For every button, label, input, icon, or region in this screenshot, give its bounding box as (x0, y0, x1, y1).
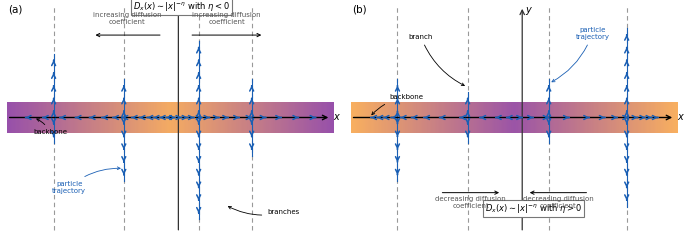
Text: $y$: $y$ (182, 5, 190, 17)
Text: increasing diffusion
coefficient: increasing diffusion coefficient (92, 12, 161, 25)
Text: branch: branch (409, 34, 464, 86)
Text: decreasing diffusion
coefficient: decreasing diffusion coefficient (436, 196, 506, 209)
Text: $x$: $x$ (333, 113, 341, 122)
Text: increasing diffusion
coefficient: increasing diffusion coefficient (192, 12, 261, 25)
Text: particle
trajectory: particle trajectory (52, 167, 120, 194)
Text: backbone: backbone (34, 119, 67, 135)
Text: $y$: $y$ (525, 5, 534, 17)
Text: particle
trajectory: particle trajectory (552, 27, 610, 82)
Text: $D_x(x) \sim |x|^{-\eta}$ with $\eta < 0$: $D_x(x) \sim |x|^{-\eta}$ with $\eta < 0… (133, 0, 230, 13)
Text: (b): (b) (352, 5, 367, 15)
Text: decreasing diffusion
coefficient: decreasing diffusion coefficient (523, 196, 593, 209)
Text: (a): (a) (8, 5, 23, 15)
Text: backbone: backbone (372, 94, 423, 115)
Text: $x$: $x$ (677, 113, 685, 122)
Text: $D_x(x) \sim |x|^{-\eta}$ with $\eta > 0$: $D_x(x) \sim |x|^{-\eta}$ with $\eta > 0… (485, 202, 582, 215)
Text: branches: branches (228, 207, 299, 215)
